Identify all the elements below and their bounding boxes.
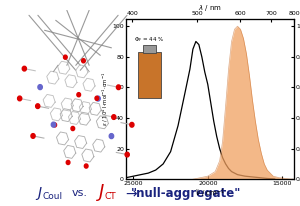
Circle shape	[51, 122, 56, 127]
Circle shape	[77, 93, 81, 97]
Circle shape	[109, 134, 114, 139]
FancyBboxPatch shape	[138, 52, 161, 98]
Text: Coul: Coul	[42, 192, 63, 201]
Circle shape	[31, 134, 35, 138]
Circle shape	[84, 164, 88, 168]
X-axis label: $\tilde{\nu}$ / cm$^{-1}$: $\tilde{\nu}$ / cm$^{-1}$	[195, 188, 225, 200]
Circle shape	[95, 96, 99, 100]
Circle shape	[96, 96, 100, 101]
Circle shape	[71, 126, 75, 131]
X-axis label: $\lambda$ / nm: $\lambda$ / nm	[198, 3, 222, 13]
Circle shape	[130, 122, 134, 127]
Text: CT: CT	[105, 192, 116, 201]
Circle shape	[53, 123, 57, 127]
Text: $\Phi_{\mathrm{F}}$ = 44 %: $\Phi_{\mathrm{F}}$ = 44 %	[134, 35, 165, 43]
Text: $\rightarrow$: $\rightarrow$	[123, 186, 138, 200]
FancyBboxPatch shape	[143, 46, 156, 53]
Circle shape	[112, 115, 116, 119]
Circle shape	[64, 55, 67, 59]
Circle shape	[18, 96, 22, 101]
Text: "null-aggregate": "null-aggregate"	[131, 187, 241, 200]
Circle shape	[66, 160, 70, 165]
Text: $\mathit{J}$: $\mathit{J}$	[35, 185, 43, 202]
Circle shape	[22, 66, 26, 71]
Text: $\mathit{J}$: $\mathit{J}$	[96, 182, 105, 203]
Circle shape	[38, 85, 42, 90]
Y-axis label: $\varepsilon$ / 10$^4$ l$\cdot$mol$^{-1}$$\cdot$cm$^{-1}$: $\varepsilon$ / 10$^4$ l$\cdot$mol$^{-1}…	[100, 72, 110, 126]
Circle shape	[116, 85, 121, 90]
Circle shape	[36, 104, 40, 109]
Text: vs.: vs.	[71, 188, 88, 198]
Circle shape	[82, 59, 85, 63]
Circle shape	[125, 152, 129, 157]
